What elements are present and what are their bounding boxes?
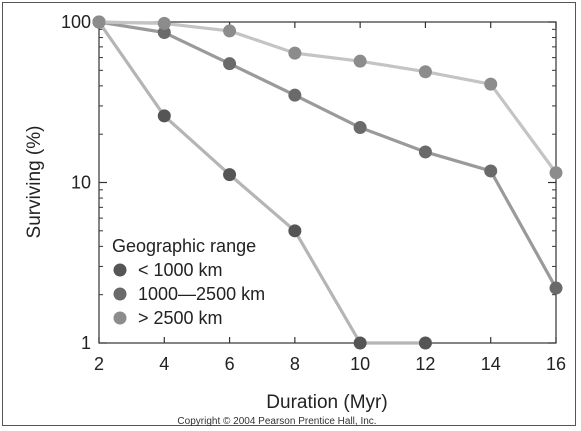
legend-entry: < 1000 km	[138, 260, 223, 280]
y-tick-label: 10	[71, 173, 91, 193]
data-point	[223, 168, 237, 182]
data-point	[353, 336, 367, 350]
data-point	[223, 24, 237, 38]
series-line	[98, 20, 558, 174]
data-point	[353, 121, 367, 135]
y-tick-label: 1	[81, 333, 91, 353]
data-point	[288, 224, 302, 238]
data-point	[157, 109, 171, 123]
series-layer	[92, 15, 563, 350]
data-point	[418, 336, 432, 350]
x-tick-label: 10	[350, 354, 370, 374]
x-tick-label: 6	[225, 354, 235, 374]
legend: Geographic range < 1000 km 1000—2500 km > …	[112, 236, 265, 328]
data-point	[549, 281, 563, 295]
data-point	[157, 26, 171, 40]
data-point	[223, 57, 237, 71]
data-point	[418, 145, 432, 159]
axes: 2 4 6 8 10 12 14 16 1 10 100	[61, 12, 566, 374]
x-tick-label: 14	[481, 354, 501, 374]
legend-title: Geographic range	[112, 236, 256, 256]
x-tick-label: 2	[94, 354, 104, 374]
data-point	[418, 65, 432, 79]
legend-entry: 1000—2500 km	[138, 284, 265, 304]
series-line	[98, 20, 558, 289]
x-tick-label: 16	[546, 354, 566, 374]
x-tick-label: 8	[290, 354, 300, 374]
data-point	[288, 46, 302, 60]
x-axis-label: Duration (Myr)	[266, 392, 387, 413]
chart-frame	[2, 2, 576, 426]
data-point	[549, 166, 563, 180]
legend-marker	[113, 287, 127, 301]
copyright-notice: Copyright © 2004 Pearson Prentice Hall, …	[177, 416, 376, 427]
x-tick-label: 12	[415, 354, 435, 374]
series-line	[97, 21, 426, 345]
data-point	[92, 15, 106, 29]
data-point	[288, 88, 302, 102]
data-point	[157, 16, 171, 30]
legend-marker	[113, 263, 127, 277]
data-point	[484, 164, 498, 178]
series-3	[92, 15, 563, 180]
x-tick-label: 4	[159, 354, 169, 374]
legend-entry: > 2500 km	[138, 308, 223, 328]
data-point	[353, 54, 367, 68]
data-point	[484, 77, 498, 91]
y-tick-label: 100	[61, 12, 91, 32]
y-axis-label: Surviving (%)	[24, 126, 45, 239]
legend-marker	[113, 311, 127, 325]
